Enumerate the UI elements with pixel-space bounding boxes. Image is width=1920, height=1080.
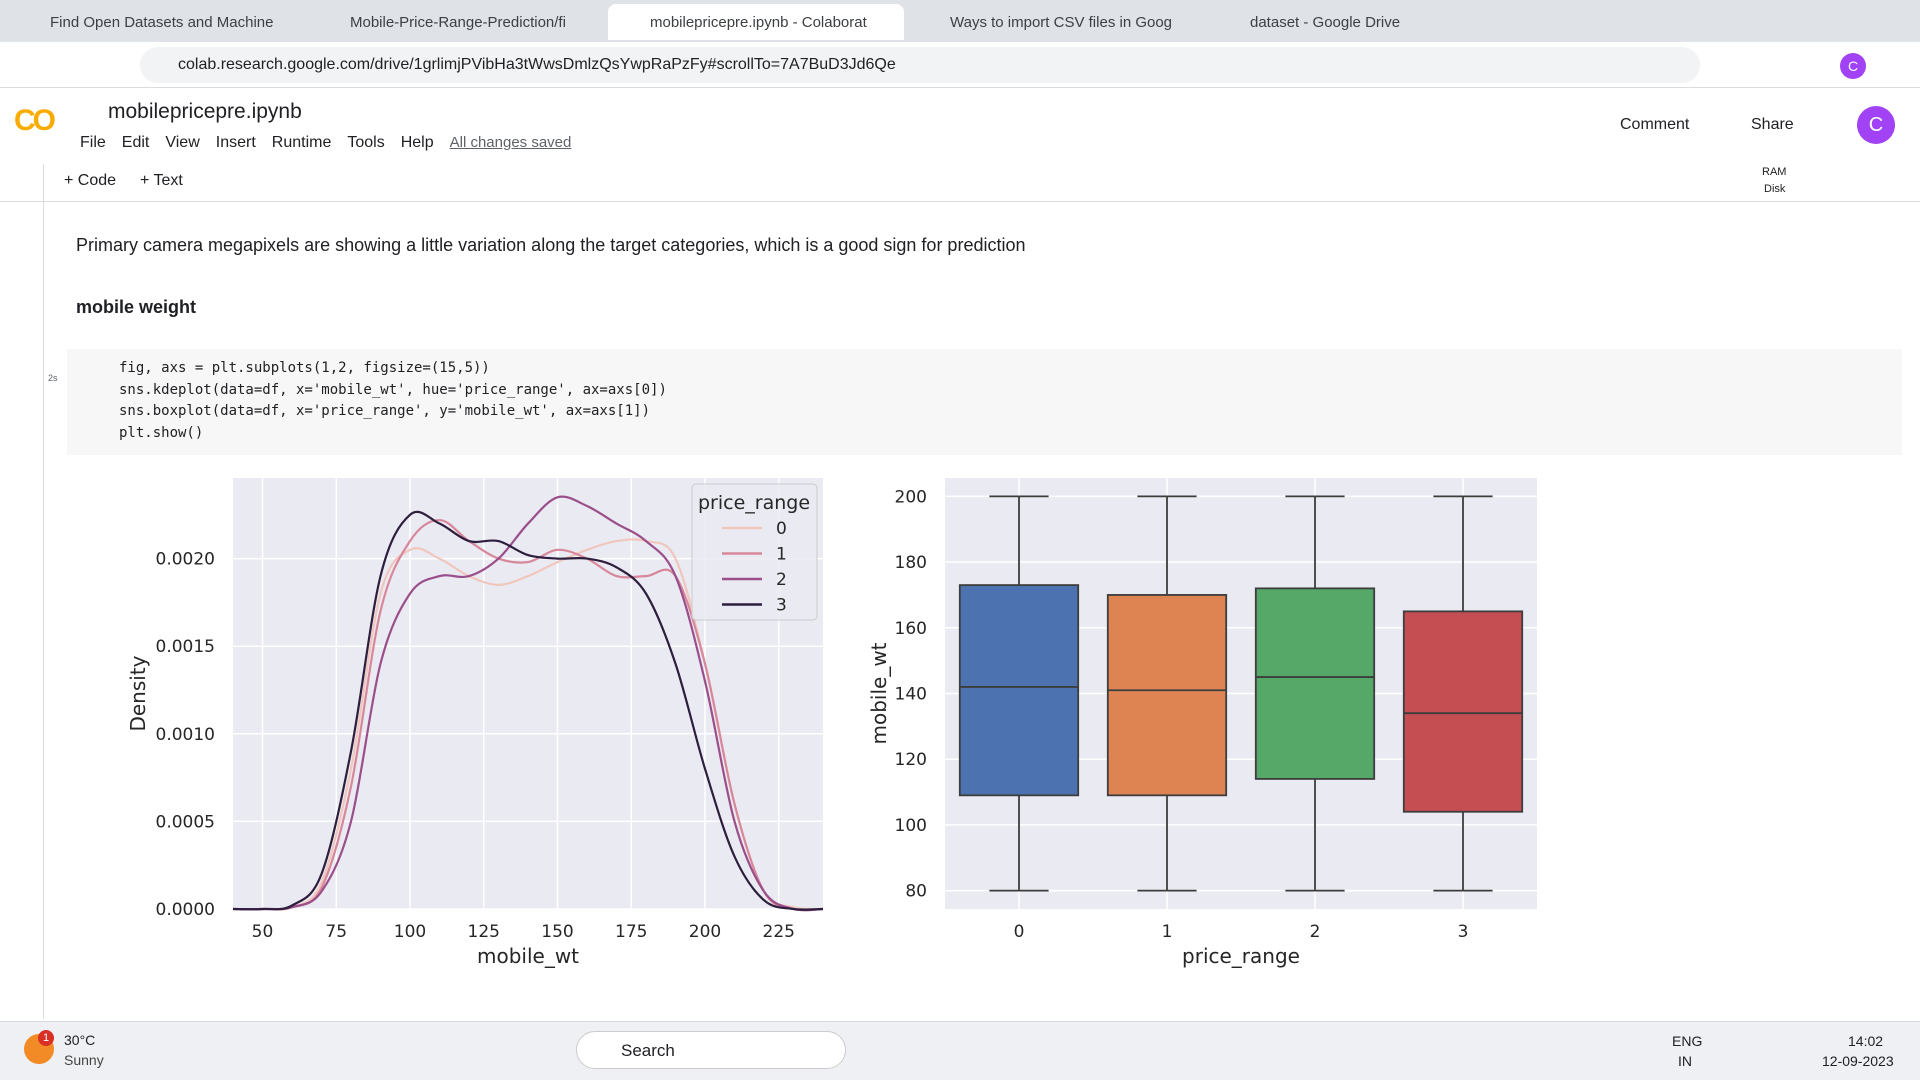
tab[interactable]: dataset - Google Drive — [1250, 14, 1401, 31]
x-tick-label: 75 — [325, 922, 347, 942]
text-cell: Primary camera megapixels are showing a … — [76, 235, 1026, 255]
region: IN — [1678, 1053, 1692, 1069]
ram-label: RAM — [1762, 166, 1787, 178]
box — [1254, 587, 1376, 780]
x-tick-label: 175 — [615, 922, 647, 942]
code-cell: fig, axs = plt.subplots(1,2, figsize=(15… — [67, 349, 1902, 455]
disk-label: Disk — [1764, 183, 1786, 195]
menu-item[interactable]: File — [80, 134, 106, 151]
y-tick-label: 120 — [895, 750, 927, 770]
y-tick-label: 180 — [895, 553, 927, 573]
legend-label: 1 — [776, 545, 787, 565]
menu-item[interactable]: Insert — [215, 134, 256, 151]
menu-item[interactable]: Edit — [121, 134, 150, 151]
x-tick-label: 150 — [541, 922, 573, 942]
language: ENG — [1672, 1033, 1703, 1049]
y-tick-label: 160 — [895, 619, 927, 639]
box — [958, 584, 1080, 797]
y-tick-label: 200 — [895, 487, 927, 507]
y-tick-label: 100 — [895, 816, 927, 836]
exec-time: 2s — [48, 373, 58, 383]
x-tick-label: 100 — [394, 922, 426, 942]
box — [1106, 594, 1228, 797]
legend-label: 3 — [776, 596, 787, 616]
legend-box — [691, 483, 818, 621]
search-box[interactable]: Search — [576, 1031, 846, 1069]
x-tick-label: 225 — [763, 922, 795, 942]
y-axis-label: Density — [126, 655, 150, 731]
density-line — [232, 510, 824, 911]
legend-title: price_range — [698, 492, 810, 514]
menu-bar: File Edit View Insert Runtime Tools Help All ch… — [80, 134, 587, 152]
legend-label: 2 — [776, 570, 787, 590]
y-tick-label: 0.0000 — [156, 900, 215, 920]
x-tick-label: 200 — [689, 922, 721, 942]
x-tick-label: 125 — [468, 922, 500, 942]
toolbar: + Code + Text RAM Disk — [0, 162, 1920, 202]
badge: 1 — [38, 1030, 54, 1046]
x-tick-label: 2 — [1310, 922, 1321, 942]
profile[interactable]: C — [1840, 53, 1866, 79]
temperature: 30°C — [64, 1032, 96, 1048]
density-line — [232, 518, 824, 912]
clock: 14:02 — [1848, 1033, 1884, 1049]
tab-strip: Find Open Datasets and Machine Mobile-Pr… — [0, 0, 1920, 42]
menu-item[interactable]: Tools — [347, 134, 385, 151]
box — [1402, 610, 1524, 813]
heading: mobile weight — [76, 297, 197, 317]
x-axis-label: price_range — [1182, 944, 1300, 968]
y-tick-label: 0.0015 — [156, 637, 215, 657]
menu-item[interactable]: View — [165, 134, 200, 151]
code-line: plt.show() — [119, 424, 204, 441]
add-code[interactable]: + Code — [64, 172, 117, 189]
y-tick-label: 0.0010 — [156, 725, 215, 745]
logo: CO — [14, 104, 56, 137]
address-row: colab.research.google.com/drive/1grlimjP… — [0, 42, 1920, 88]
share-button[interactable]: Share — [1751, 116, 1794, 133]
menu-item[interactable]: Help — [400, 134, 434, 151]
y-axis-label: mobile_wt — [867, 642, 891, 744]
url[interactable]: colab.research.google.com/drive/1grlimjP… — [140, 47, 1700, 83]
comment-button[interactable]: Comment — [1620, 116, 1690, 133]
menu-item[interactable]: Runtime — [271, 134, 332, 151]
x-axis-label: mobile_wt — [477, 944, 579, 968]
legend-label: 0 — [776, 519, 787, 539]
density-line — [232, 495, 824, 912]
weather: Sunny — [64, 1052, 104, 1068]
tab[interactable]: Ways to import CSV files in Goog — [950, 14, 1173, 31]
notebook-title[interactable]: mobilepricepre.ipynb — [108, 100, 302, 123]
y-tick-label: 80 — [905, 882, 927, 902]
date: 12-09-2023 — [1822, 1053, 1894, 1069]
spacer — [528, 1034, 538, 1044]
sidebar — [0, 164, 44, 1019]
code-line: sns.kdeplot(data=df, x='mobile_wt', hue=… — [119, 381, 667, 398]
y-tick-label: 140 — [895, 685, 927, 705]
save-status: All changes saved — [449, 134, 572, 151]
x-tick-label: 1 — [1162, 922, 1173, 942]
avatar[interactable]: C — [1857, 106, 1895, 144]
x-tick-label: 3 — [1458, 922, 1469, 942]
code-line: fig, axs = plt.subplots(1,2, figsize=(15… — [119, 360, 490, 376]
tab[interactable]: mobilepricepre.ipynb - Colaborat — [608, 4, 904, 40]
tab[interactable]: Mobile-Price-Range-Prediction/fi — [350, 14, 566, 31]
x-tick-label: 0 — [1014, 922, 1025, 942]
code-line: sns.boxplot(data=df, x='price_range', y=… — [119, 403, 651, 419]
y-tick-label: 0.0020 — [156, 550, 215, 570]
tab[interactable]: Find Open Datasets and Machine — [50, 14, 274, 31]
add-text[interactable]: + Text — [140, 172, 183, 189]
taskbar: 1 30°C Sunny Search ENG IN 14:02 12-09-2… — [0, 1021, 1920, 1080]
x-tick-label: 50 — [252, 922, 274, 942]
y-tick-label: 0.0005 — [156, 812, 215, 832]
